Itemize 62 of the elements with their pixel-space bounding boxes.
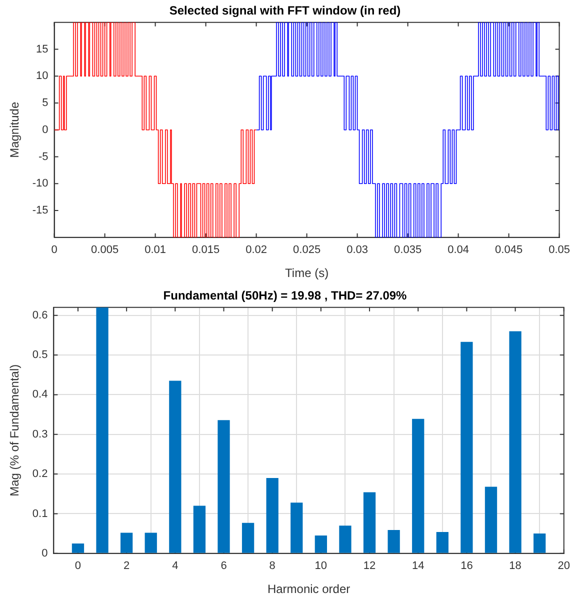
x-tick-label: 0.045 <box>495 244 523 256</box>
y-tick-label: 10 <box>36 70 48 82</box>
x-tick-label: 0.03 <box>346 244 368 256</box>
bar <box>169 380 182 553</box>
x-axis-title: Harmonic order <box>267 582 350 596</box>
y-tick-label: 5 <box>42 97 48 110</box>
x-tick-label: 0.025 <box>293 244 321 256</box>
y-tick-label: 0.1 <box>32 508 48 520</box>
x-tick-label: 0.015 <box>192 244 220 256</box>
bar <box>363 492 376 553</box>
y-tick-label: -5 <box>38 150 48 163</box>
chart-title: Fundamental (50Hz) = 19.98 , THD= 27.09% <box>163 288 408 303</box>
x-tick-label: 0.005 <box>91 244 119 256</box>
x-tick-label: 14 <box>412 560 424 572</box>
bar <box>144 532 157 553</box>
y-tick-label: -15 <box>32 204 48 217</box>
x-tick-label: 4 <box>172 560 178 572</box>
bar <box>96 307 108 553</box>
bar <box>120 532 133 553</box>
x-tick-label: 18 <box>509 560 522 572</box>
x-tick-label: 0.04 <box>448 244 470 256</box>
bar <box>436 532 448 553</box>
x-tick-label: 20 <box>558 560 570 572</box>
x-tick-label: 0.01 <box>144 244 166 256</box>
x-tick-label: 0.035 <box>394 244 422 256</box>
y-tick-label: 15 <box>36 43 48 56</box>
x-axis-title: Time (s) <box>285 266 329 280</box>
bar <box>484 486 498 553</box>
bar <box>193 506 206 553</box>
bar <box>314 536 328 553</box>
bar <box>460 342 473 553</box>
y-tick-label: 0.6 <box>32 309 48 322</box>
x-tick-label: 8 <box>269 560 276 572</box>
x-tick-label: 12 <box>363 560 376 572</box>
bar <box>72 543 84 553</box>
y-tick-label: 0 <box>42 124 48 136</box>
x-tick-label: 10 <box>314 560 328 572</box>
y-axis-title: Magnitude <box>8 102 22 158</box>
x-tick-label: 6 <box>220 560 227 572</box>
x-tick-label: 0.05 <box>548 244 570 256</box>
x-tick-label: 2 <box>124 560 130 572</box>
x-tick-label: 0 <box>74 560 82 572</box>
bar <box>388 530 400 553</box>
y-tick-label: -10 <box>32 178 48 190</box>
bar <box>412 418 424 553</box>
y-tick-label: 0 <box>42 547 48 560</box>
y-tick-label: 0.5 <box>32 349 48 362</box>
bar <box>218 420 230 553</box>
bar <box>509 331 522 553</box>
x-tick-label: 16 <box>460 560 473 572</box>
chart-title: Selected signal with FFT window (in red) <box>169 4 401 18</box>
bar <box>290 502 303 553</box>
bar <box>266 478 278 553</box>
y-tick-label: 0.2 <box>32 468 48 480</box>
bar <box>242 522 254 553</box>
y-axis-title: Mag (% of Fundamental) <box>8 364 22 496</box>
y-tick-label: 0.3 <box>32 428 48 440</box>
y-tick-label: 0.4 <box>32 388 48 401</box>
bar <box>534 534 546 553</box>
x-tick-label: 0 <box>51 244 58 256</box>
x-tick-label: 0.02 <box>246 244 268 256</box>
bar <box>339 526 352 553</box>
